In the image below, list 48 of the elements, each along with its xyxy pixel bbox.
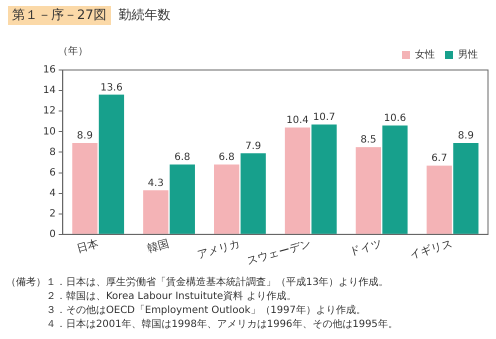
data-label: 13.6 <box>100 82 123 94</box>
y-tick-label: 16 <box>42 64 56 76</box>
data-label: 7.9 <box>245 140 262 152</box>
text: （備考）１．日本は、厚生労働省「賃金構造基本統計調査」（平成13年）より作成。 <box>6 276 390 290</box>
text: ３．その他はOECD「Employment Outlook」（1997年）より作成。 <box>45 304 367 318</box>
chart-title: 第１－序－27図 <box>8 6 111 25</box>
data-label: 8.5 <box>360 134 376 146</box>
data-label: 6.8 <box>174 152 190 164</box>
bar <box>311 124 337 234</box>
y-tick-label: 0 <box>49 229 56 240</box>
legend-label: 女性 <box>415 48 435 61</box>
y-tick-label: 10 <box>42 126 56 138</box>
bar <box>356 147 382 234</box>
data-label: 4.3 <box>148 178 164 189</box>
bar <box>143 190 168 234</box>
bar <box>453 142 478 234</box>
y-tick-label: 4 <box>49 188 56 199</box>
bar <box>98 94 124 234</box>
x-tick-label: 韓国 <box>146 236 171 256</box>
y-tick-label: 12 <box>42 106 56 117</box>
chart-subtitle: 勤続年数 <box>118 8 171 23</box>
x-tick-label: 日本 <box>75 236 100 256</box>
x-tick-label: スウェーデン <box>245 236 312 268</box>
x-tick-label: ドイツ <box>348 236 384 258</box>
y-tick-label: 8 <box>49 146 56 158</box>
text: ４．日本は2001年、韓国は1998年、アメリカは1996年、その他は1995年。 <box>45 318 398 332</box>
data-label: 10.4 <box>286 115 309 126</box>
x-tick-label: イギリス <box>408 236 454 262</box>
x-tick-label: アメリカ <box>196 236 242 262</box>
bar <box>170 164 195 234</box>
bar <box>284 128 310 234</box>
y-tick-label: 14 <box>42 85 56 96</box>
bar <box>240 153 266 234</box>
y-tick-label: 2 <box>49 208 56 220</box>
y-axis-title: （年） <box>58 45 88 58</box>
text: ２．韓国は、Korea Labour Instuitute資料 より作成。 <box>45 290 298 304</box>
y-tick-label: 6 <box>49 167 56 178</box>
data-label: 8.9 <box>76 130 93 142</box>
bar <box>382 125 408 234</box>
data-label: 6.8 <box>218 152 235 164</box>
bar <box>426 166 452 234</box>
legend-label: 男性 <box>458 48 478 61</box>
data-label: 10.6 <box>384 113 406 124</box>
bar <box>72 142 98 234</box>
data-label: 6.7 <box>431 153 448 164</box>
data-label: 8.9 <box>458 130 474 142</box>
bar <box>214 164 240 234</box>
data-label: 10.7 <box>312 112 336 124</box>
